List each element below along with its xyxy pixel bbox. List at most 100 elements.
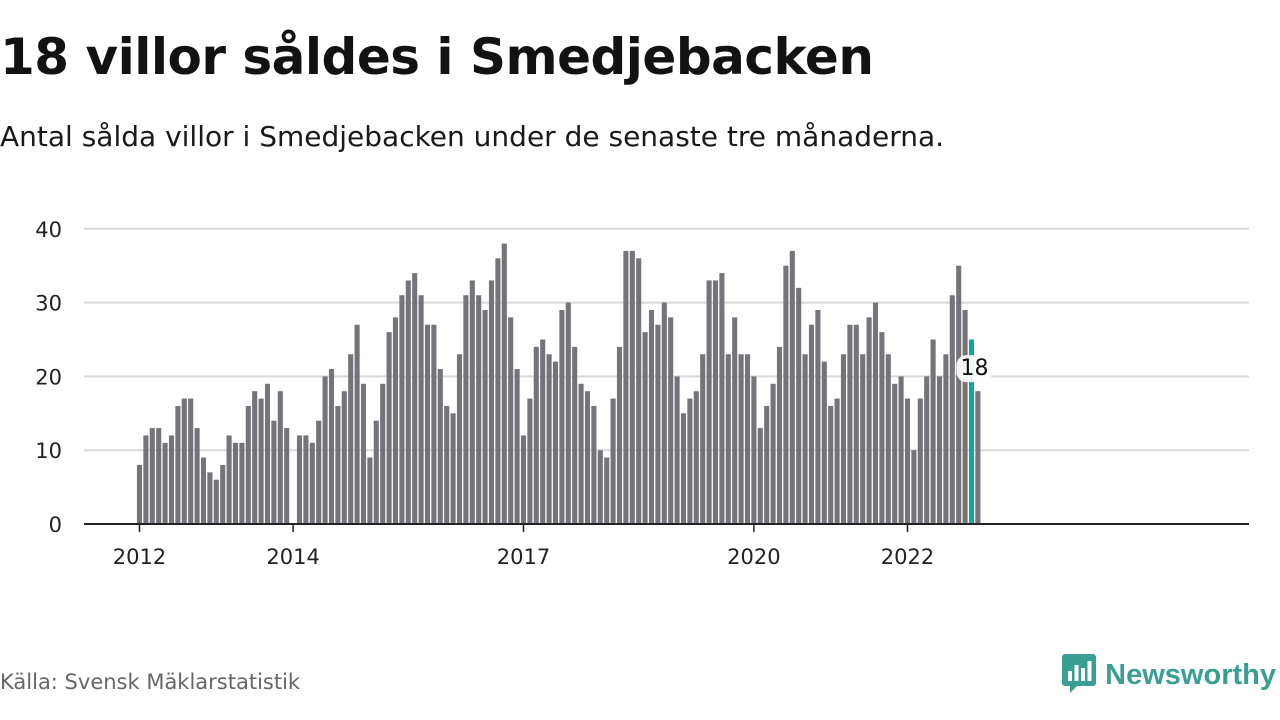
bar [296, 435, 303, 524]
bar [450, 413, 456, 524]
bar [156, 428, 162, 524]
bar [738, 354, 744, 524]
bar [501, 243, 507, 524]
bar [168, 435, 175, 524]
bar [680, 413, 687, 524]
annotations: 18 [956, 355, 993, 383]
bar [258, 398, 264, 524]
bar [175, 405, 181, 524]
bar [284, 428, 290, 524]
bar [796, 287, 802, 524]
x-tick-label: 2017 [497, 545, 550, 569]
x-tick-label: 2020 [727, 545, 780, 569]
bar [700, 354, 706, 524]
bar [316, 420, 322, 524]
bar [552, 361, 559, 524]
bar [892, 383, 898, 524]
bar [828, 405, 834, 524]
bars [136, 243, 981, 524]
bar [770, 383, 776, 524]
bar [488, 280, 495, 524]
y-tick-label: 40 [35, 218, 62, 242]
bar [860, 354, 866, 524]
bar [693, 391, 699, 524]
bar [399, 295, 405, 524]
bar [674, 376, 680, 524]
bar [386, 332, 392, 524]
bar [213, 479, 219, 524]
bar [508, 317, 514, 524]
bar [328, 369, 335, 524]
x-tick-label: 2014 [266, 545, 319, 569]
bar [476, 295, 482, 524]
bar [904, 398, 911, 524]
bar [200, 457, 207, 524]
bar [943, 354, 949, 524]
bar [661, 302, 667, 524]
bar [412, 273, 418, 524]
bar [271, 420, 277, 524]
bar [341, 391, 347, 524]
bar [437, 369, 443, 524]
bar [783, 265, 789, 524]
brand-logo[interactable]: Newsworthy [1061, 652, 1276, 698]
bar [834, 398, 840, 524]
bar [578, 383, 584, 524]
highlight-value-label: 18 [961, 356, 989, 381]
bar [380, 383, 386, 524]
bar-chart: 0 10 20 30 40 2012 2014 2017 2020 2022 18 [35, 218, 1249, 569]
bar [636, 258, 642, 524]
bar [348, 354, 354, 524]
bar [706, 280, 712, 524]
y-axis: 0 10 20 30 40 [35, 218, 62, 537]
bar [540, 339, 546, 524]
y-tick-label: 0 [49, 513, 62, 537]
bar [597, 450, 603, 524]
bar [392, 317, 399, 524]
bar [725, 354, 731, 524]
bar [898, 376, 904, 524]
bar [527, 398, 533, 524]
bar [584, 391, 591, 524]
chart-title: 18 villor såldes i Smedjebacken [0, 28, 874, 86]
bar [226, 435, 232, 524]
bar [623, 250, 629, 524]
y-tick-label: 20 [35, 365, 62, 389]
bar [572, 346, 578, 524]
bar [732, 317, 738, 524]
bar [181, 398, 187, 524]
bar [808, 324, 815, 524]
highlight-bar [968, 339, 975, 524]
bar [520, 435, 527, 524]
x-axis: 2012 2014 2017 2020 2022 [84, 523, 1249, 569]
bar [764, 405, 770, 524]
bar [418, 295, 424, 524]
bar [744, 354, 751, 524]
bar [360, 383, 367, 524]
bar [232, 442, 239, 524]
bar [264, 383, 271, 524]
bar [514, 369, 520, 524]
bar [424, 324, 431, 524]
bar [885, 354, 891, 524]
callout-background [956, 355, 993, 383]
bar [456, 354, 463, 524]
bar [821, 361, 827, 524]
bar [648, 309, 655, 524]
bar [354, 324, 360, 524]
bar [757, 428, 763, 524]
bar [853, 324, 859, 524]
bar [546, 354, 552, 524]
bar [668, 317, 674, 524]
bar [373, 420, 379, 524]
bar [495, 258, 501, 524]
bar [162, 442, 168, 524]
bar [482, 309, 488, 524]
newsworthy-logo-icon [1061, 652, 1097, 698]
bar [924, 376, 930, 524]
bar [469, 280, 475, 524]
bar [277, 391, 283, 524]
bar [591, 405, 597, 524]
bar [949, 295, 955, 524]
bar [245, 405, 251, 524]
